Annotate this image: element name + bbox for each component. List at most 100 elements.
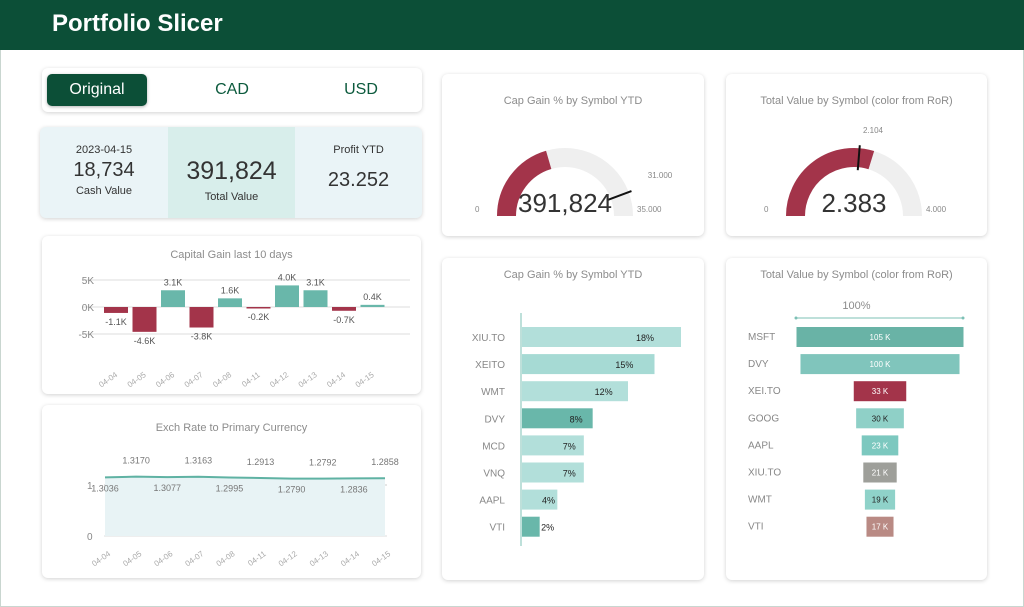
category-label: VTI <box>489 523 505 534</box>
funnel-bar <box>796 327 964 347</box>
x-tick-label: 04-08 <box>211 370 233 389</box>
x-tick-label: 04-11 <box>246 549 268 568</box>
gauge-card-2: Total Value by Symbol (color from RoR) 2… <box>726 74 987 236</box>
y-tick-label: 0K <box>82 303 95 314</box>
data-label: 0.4K <box>363 292 382 302</box>
currency-usd-button[interactable]: USD <box>344 81 378 98</box>
bar <box>132 307 157 332</box>
data-label: 1.2995 <box>216 484 244 494</box>
category-label: DVY <box>484 414 505 425</box>
gauge-max-label: 35.000 <box>637 205 662 214</box>
data-label: 100 K <box>870 360 892 369</box>
data-label: 18% <box>636 333 654 343</box>
data-label: 21 K <box>872 469 889 478</box>
funnel-bar <box>856 408 904 429</box>
gauge-target-label: 31.000 <box>648 171 673 180</box>
currency-cad-button[interactable]: CAD <box>215 81 249 98</box>
cap-gain-bar-card: Cap Gain % by Symbol YTD XIU.TO 18% XEITO 1… <box>442 258 704 580</box>
data-label: 4.0K <box>278 272 297 282</box>
data-label: 1.2913 <box>247 457 275 467</box>
data-label: 8% <box>570 414 583 424</box>
x-tick-label: 04-14 <box>325 370 347 389</box>
funnel-bar <box>800 354 960 375</box>
funnel-bar <box>861 435 899 456</box>
funnel-bar <box>866 516 894 537</box>
total-kpi: 391,824 Total Value <box>168 127 295 218</box>
bar <box>522 354 655 375</box>
data-label: 7% <box>563 469 576 479</box>
bar <box>522 408 593 429</box>
category-label: XIU.TO <box>748 468 781 479</box>
app-title: Portfolio Slicer <box>52 10 223 37</box>
x-tick-label: 04-12 <box>277 549 299 568</box>
y-tick-label: 5K <box>82 276 95 287</box>
data-label: -1.1K <box>105 317 127 327</box>
total-value-gauge: 2.383 0 4.000 2.104 <box>764 126 947 218</box>
data-label: 1.3163 <box>185 456 213 466</box>
x-tick-label: 04-05 <box>126 370 148 389</box>
gauge-fill <box>497 150 552 217</box>
data-label: 105 K <box>870 333 892 342</box>
gauge-value: 391,824 <box>518 188 612 218</box>
x-tick-label: 04-06 <box>152 549 174 568</box>
bar <box>522 435 584 456</box>
gauge-fill <box>786 148 875 217</box>
bar <box>246 307 271 309</box>
gauge-value: 2.383 <box>821 188 886 218</box>
total-label: Total Value <box>204 191 259 203</box>
cash-label: Cash Value <box>75 185 133 197</box>
data-label: -4.6K <box>134 336 156 346</box>
bar <box>189 307 214 328</box>
x-tick-label: 04-12 <box>268 370 290 389</box>
capital-gain-chart: 5K 0K -5K -1.1K 04-04 -4.6K 04-05 3.1K 04-06 -3.8… <box>78 272 410 389</box>
area-fill <box>105 476 385 536</box>
rate-line <box>104 475 386 480</box>
data-label: 1.3077 <box>153 483 181 493</box>
data-label: 33 K <box>872 387 889 396</box>
y-tick-label: 1 <box>87 481 93 492</box>
currency-original-button[interactable]: Original <box>47 74 147 106</box>
data-label: 19 K <box>872 496 889 505</box>
bar <box>303 290 328 307</box>
category-label: VTI <box>748 522 764 533</box>
funnel-top-label: 100% <box>842 300 871 312</box>
x-tick-label: 04-13 <box>297 370 319 389</box>
data-label: 12% <box>595 387 613 397</box>
bar <box>522 462 584 483</box>
chart-title: Exch Rate to Primary Currency <box>155 422 308 434</box>
bar <box>104 307 128 313</box>
bar <box>522 381 628 402</box>
funnel-bar <box>863 462 897 483</box>
data-label: 1.2792 <box>309 458 337 468</box>
category-label: MSFT <box>748 332 775 343</box>
data-label: 3.1K <box>306 277 325 287</box>
bar <box>275 285 299 307</box>
data-label: 17 K <box>872 523 889 532</box>
gauge-target-marker <box>607 190 632 201</box>
profit-kpi: Profit YTD 23.252 <box>295 127 422 218</box>
gauge-min-label: 0 <box>764 205 769 214</box>
category-label: WMT <box>748 495 772 506</box>
x-tick-label: 04-06 <box>154 370 176 389</box>
gauge-target-marker <box>856 145 861 171</box>
gauge-min-label: 0 <box>475 205 480 214</box>
cash-value: 18,734 <box>73 159 135 181</box>
cap-gain-gauge: 391,824 0 35.000 31.000 <box>475 148 673 218</box>
exch-rate-chart: 1 0 1.3036 04-04 1.3170 04-05 1.3077 04-06 1.316… <box>87 456 399 569</box>
gauge-target-label: 2.104 <box>863 126 884 135</box>
x-tick-label: 04-04 <box>90 549 112 568</box>
data-label: 1.2790 <box>278 485 306 495</box>
y-tick-label: -5K <box>78 330 94 341</box>
scale-end-dot <box>961 316 965 320</box>
chart-title: Cap Gain % by Symbol YTD <box>503 95 643 107</box>
category-label: WMT <box>481 387 505 398</box>
category-label: AAPL <box>479 496 505 507</box>
data-label: -3.8K <box>191 332 213 342</box>
x-tick-label: 04-07 <box>184 549 206 568</box>
data-label: 1.2858 <box>371 457 399 467</box>
x-tick-label: 04-07 <box>183 370 205 389</box>
total-value-funnel: MSFT 105 K DVY 100 K XEI.TO 33 K GOOG 30 K AAPL 2… <box>748 316 965 537</box>
app-header: Portfolio Slicer <box>0 0 1024 50</box>
total-value: 391,824 <box>186 157 277 185</box>
funnel-card: Total Value by Symbol (color from RoR) 1… <box>726 258 987 580</box>
